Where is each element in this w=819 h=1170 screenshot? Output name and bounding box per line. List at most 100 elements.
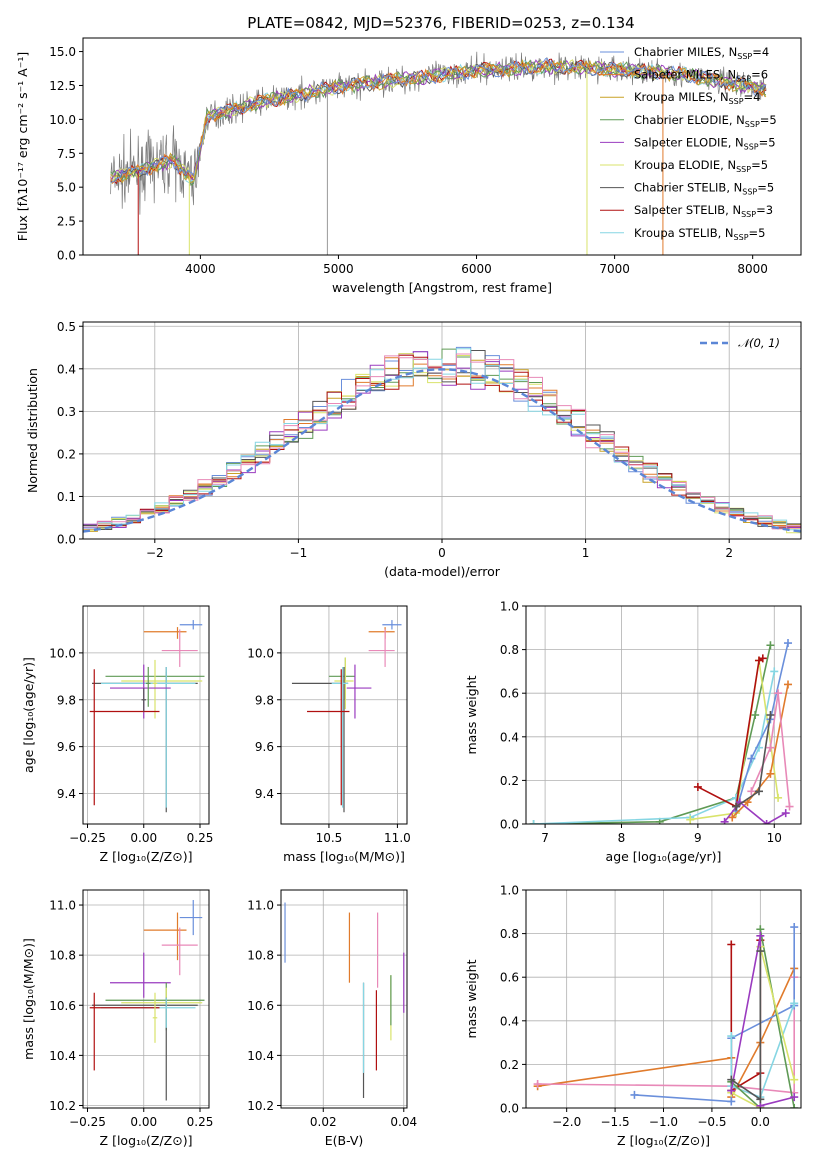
normal-distribution-curve: [83, 368, 801, 533]
y-tick-label: 9.8: [255, 693, 274, 707]
legend-label: Kroupa ELODIE, NSSP=5: [634, 158, 768, 174]
y-tick-label: 0.4: [500, 730, 519, 744]
legend-suffix: =6: [751, 68, 768, 82]
x-tick-label: −1: [290, 546, 308, 560]
age-vs-metallicity-plot: −0.25 0.00 0.25 9.4 9.6 9.8 10.0 Z [log₁₀(Z/Z⊙)…: [21, 605, 214, 864]
legend-subscript: SSP: [745, 120, 760, 129]
legend-label: Salpeter ELODIE, NSSP=5: [634, 135, 776, 151]
data-point-marker: [727, 1075, 736, 1084]
legend-subscript: SSP: [734, 233, 749, 242]
x-tick-label: 0.25: [187, 1115, 214, 1129]
legend-suffix: =5: [757, 181, 774, 195]
y-tick-label: 9.4: [255, 787, 274, 801]
legend-suffix: =5: [759, 135, 776, 149]
y-tick-label: 10.4: [247, 1049, 274, 1063]
plot-area: [89, 900, 205, 1101]
x-tick-label: −2: [146, 546, 164, 560]
mass-weight-series: [750, 693, 791, 807]
mass-weight-series: [723, 801, 787, 824]
legend-subscript: SSP: [741, 210, 756, 219]
y-tick-label: 11.0: [247, 899, 274, 913]
axes-frame: [82, 605, 210, 825]
mass-weight-series: [697, 657, 764, 808]
mass-weight-vs-metallicity-plot: −2.0 −1.5 −1.0 −0.5 0.0 0.0 0.2 0.4 0.6 0.8 1.0 Z […: [464, 884, 802, 1148]
y-tick-label: 1.0: [500, 600, 519, 614]
x-tick-label: 0.02: [310, 1115, 337, 1129]
y-tick-label: 9.4: [57, 787, 76, 801]
y-tick-label: 0.2: [57, 447, 76, 461]
y-tick-label: 10.2: [49, 1099, 76, 1113]
data-point-marker: [529, 820, 538, 824]
data-point-marker: [766, 769, 775, 778]
legend-text: Kroupa ELODIE, N: [634, 158, 736, 172]
x-axis-label: wavelength [Angstrom, rest frame]: [332, 280, 552, 295]
y-tick-label: 0.0: [57, 533, 76, 547]
x-tick-label: 2: [725, 546, 733, 560]
model-spectrum: [110, 60, 767, 184]
x-tick-label: 10.5: [316, 831, 343, 845]
data-point-marker: [790, 1075, 799, 1084]
x-tick-label: 9: [694, 831, 702, 845]
legend-suffix: =5: [760, 113, 777, 127]
y-axis-label: Flux [fλ10⁻¹⁷ erg cm⁻² s⁻¹ A⁻¹]: [15, 52, 30, 241]
legend-text: Chabrier STELIB, N: [634, 181, 742, 195]
y-tick-label: 12.5: [49, 79, 76, 93]
x-axis-label: mass [log₁₀(M/M⊙)]: [283, 849, 405, 864]
x-tick-label: 4000: [185, 262, 216, 276]
x-tick-label: 0.00: [130, 831, 157, 845]
data-point-marker: [774, 793, 783, 802]
legend-suffix: =5: [749, 226, 766, 240]
data-point-marker: [732, 802, 741, 811]
data-point-marker: [774, 689, 783, 698]
x-tick-label: −0.5: [697, 1115, 726, 1129]
x-axis-label: Z [log₁₀(Z/Z⊙)]: [617, 1133, 710, 1148]
y-axis-label: mass [log₁₀(M/M⊙)]: [21, 938, 36, 1060]
axes-frame: [525, 889, 802, 1109]
x-axis-label: (data-model)/error: [384, 564, 501, 579]
data-point-marker: [770, 667, 779, 676]
y-tick-label: 0.8: [500, 927, 519, 941]
data-point-marker: [747, 787, 756, 796]
legend-text: Salpeter STELIB, N: [634, 203, 741, 217]
data-point-marker: [766, 641, 775, 650]
x-axis-label: Z [log₁₀(Z/Z⊙)]: [100, 849, 193, 864]
legend-label: Chabrier ELODIE, NSSP=5: [634, 113, 777, 129]
y-tick-label: 9.6: [57, 740, 76, 754]
legend-text: Kroupa STELIB, N: [634, 226, 734, 240]
legend-subscript: SSP: [744, 142, 759, 151]
age-vs-mass-plot: 10.5 11.0 9.4 9.6 9.8 10.0 mass [log₁₀(M/M⊙)]: [247, 605, 411, 864]
y-tick-label: 0.4: [57, 362, 76, 376]
mass-vs-metallicity-plot: −0.25 0.00 0.25 10.2 10.4 10.6 10.8 11.0 Z [log₁…: [21, 889, 214, 1148]
mass-weight-series: [730, 1003, 795, 1099]
residuals-histogram: −2 −1 0 1 2 0.0 0.1 0.2 0.3 0.4 0.5 (data-model)/er…: [25, 320, 802, 579]
y-tick-label: 0.8: [500, 643, 519, 657]
axes-frame: [280, 605, 408, 825]
y-tick-label: 0.0: [500, 818, 519, 832]
model-spectrum: [110, 59, 767, 185]
spectrum-plot: 4000 5000 6000 7000 8000 0.0 2.5 5.0 7.5 10.0 12.5…: [15, 37, 802, 295]
plot-area: [291, 620, 402, 813]
x-tick-label: 5000: [323, 262, 354, 276]
y-tick-label: 1.0: [500, 884, 519, 898]
axes-frame: [280, 889, 408, 1109]
data-point-marker: [766, 711, 775, 719]
y-tick-label: 0.1: [57, 490, 76, 504]
plot-area: [529, 639, 794, 824]
x-tick-label: −1.5: [601, 1115, 630, 1129]
y-tick-label: 10.8: [247, 949, 274, 963]
x-tick-label: 7: [541, 831, 549, 845]
x-tick-label: 0.25: [187, 831, 214, 845]
mass-weight-series: [537, 968, 795, 1098]
x-tick-label: 1: [582, 546, 590, 560]
y-tick-label: 10.0: [247, 646, 274, 660]
legend-text: Salpeter ELODIE, N: [634, 135, 744, 149]
data-point-marker: [756, 931, 765, 940]
plot-area: [533, 923, 799, 1108]
x-tick-label: 8: [618, 831, 626, 845]
x-axis-label: E(B-V): [325, 1133, 364, 1148]
data-point-marker: [784, 639, 793, 648]
legend-text: Salpeter MILES, N: [634, 68, 736, 82]
y-tick-label: 0.2: [500, 1058, 519, 1072]
axes-frame: [82, 321, 802, 540]
